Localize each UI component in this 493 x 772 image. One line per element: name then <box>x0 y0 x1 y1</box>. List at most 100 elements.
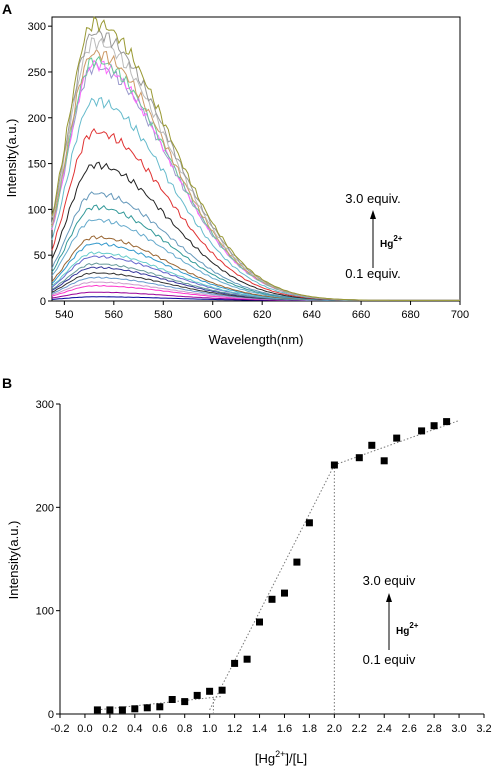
panel-b-data-point <box>355 454 363 462</box>
panel-a-spectrum-line <box>51 59 460 301</box>
panel-a-spectrum-line <box>51 16 460 301</box>
panel-b-x-tick-label: 2.4 <box>377 723 392 735</box>
panel-b-y-tick-label: 200 <box>36 502 54 514</box>
panel-b-annotation-bottom: 0.1 equiv <box>363 652 416 667</box>
panel-a-x-tick-label: 700 <box>451 309 469 321</box>
panel-a-y-ticks: 0 50 100 150 200 250 300 <box>28 21 52 308</box>
panel-a-x-tick-label: 600 <box>204 309 222 321</box>
panel-b-data-point <box>143 704 151 712</box>
panel-a-annotation-ion: Hg2+ <box>380 234 403 250</box>
panel-a-annotation-arrow-head <box>370 210 376 219</box>
panel-b-data-point <box>393 434 401 442</box>
panel-b-y-tick-label: 100 <box>36 606 54 618</box>
panel-a-y-tick-label: 0 <box>40 296 46 308</box>
panel-a-annotation-top: 3.0 equiv. <box>345 191 400 206</box>
panel-b-data-point <box>281 589 288 597</box>
panel-b-x-tick-label: 0.0 <box>77 723 92 735</box>
panel-a-spectrum-line <box>51 48 460 301</box>
panel-b-x-tick-label: 0.2 <box>102 723 117 735</box>
panel-a-y-tick-label: 50 <box>34 250 46 262</box>
panel-b-x-tick-label: -0.2 <box>51 723 70 735</box>
panel-b-data-point <box>181 698 189 706</box>
panel-a-x-tick-label: 620 <box>253 309 271 321</box>
panel-b-annotation-ion-charge: 2+ <box>409 621 418 630</box>
panel-b-annotation-ion: Hg2+ <box>396 621 419 637</box>
panel-b-data-point <box>93 706 101 714</box>
panel-a-y-axis-title: Intensity(a.u.) <box>4 119 19 198</box>
panel-b-fit-line <box>209 464 335 711</box>
panel-a: A 540 560 580 600 620 640 660 680 700 0 50 100 150 2… <box>2 1 469 347</box>
panel-b-annotation-top: 3.0 equiv <box>363 573 416 588</box>
panel-b-x-tick-label: 0.6 <box>152 723 167 735</box>
panel-a-label: A <box>2 1 12 17</box>
panel-b-x-tick-label: 3.0 <box>451 723 466 735</box>
panel-b-data-point <box>443 418 451 426</box>
panel-a-x-tick-label: 640 <box>302 309 320 321</box>
panel-b-x-tick-label: 1.0 <box>202 723 217 735</box>
panel-b-x-title-sup: 2+ <box>275 749 285 759</box>
panel-b-data-point <box>231 659 239 667</box>
panel-b-x-tick-label: 1.2 <box>227 723 242 735</box>
panel-b-x-tick-label: 0.4 <box>127 723 142 735</box>
panel-b-x-tick-label: 1.8 <box>302 723 317 735</box>
panel-a-y-tick-label: 200 <box>28 113 46 125</box>
panel-a-y-tick-label: 150 <box>28 159 46 171</box>
panel-b-data-point <box>193 691 201 699</box>
panel-a-spectrum-line <box>51 191 460 301</box>
panel-b-annotation-ion-symbol: Hg <box>396 626 409 637</box>
panel-b-x-ticks: -0.2 0.0 0.2 0.4 0.6 0.8 1.0 1.2 1.4 1.6 1.8 2.0 2.2… <box>51 714 492 735</box>
panel-b-data-point <box>305 519 313 527</box>
panel-b-y-ticks: 0 100 200 300 <box>36 399 60 721</box>
panel-b-data-points <box>93 418 451 714</box>
panel-b-x-tick-label: 3.2 <box>476 723 491 735</box>
panel-a-x-tick-label: 560 <box>105 309 123 321</box>
panel-b-data-point <box>218 686 226 694</box>
panel-a-y-tick-label: 100 <box>28 204 46 216</box>
panel-b-x-title-post: ]/[L] <box>285 751 307 766</box>
panel-b-data-point <box>106 706 114 714</box>
panel-b-data-point <box>330 461 338 469</box>
panel-b-x-tick-label: 2.8 <box>426 723 441 735</box>
panel-b-x-axis-title: [Hg2+]/[L] <box>255 749 307 766</box>
panel-b-label: B <box>2 375 12 391</box>
panel-b-data-point <box>368 441 376 449</box>
panel-b-data-point <box>430 422 438 430</box>
panel-b-data-point <box>243 655 251 663</box>
panel-a-plot-frame <box>51 16 461 302</box>
panel-b-guide-lines <box>97 420 460 714</box>
panel-b-annotation-arrow-head <box>386 593 392 602</box>
panel-a-x-ticks: 540 560 580 600 620 640 660 680 700 <box>55 301 469 321</box>
panel-a-y-tick-label: 250 <box>28 67 46 79</box>
panel-a-series-group <box>51 16 461 301</box>
panel-b-data-point <box>380 457 388 465</box>
panel-b-y-axis-title: Intensity(a.u.) <box>6 521 21 600</box>
panel-b-x-tick-label: 2.0 <box>327 723 342 735</box>
panel-b-y-tick-label: 0 <box>48 709 54 721</box>
panel-a-x-axis-title: Wavelength(nm) <box>209 332 304 347</box>
panel-a-x-tick-label: 580 <box>154 309 172 321</box>
panel-b-data-point <box>131 705 139 713</box>
panel-b-data-point <box>156 703 164 711</box>
panel-a-spectrum-line <box>51 55 460 301</box>
panel-b-x-tick-label: 2.2 <box>352 723 367 735</box>
panel-b-data-point <box>256 618 263 626</box>
panel-b-data-point <box>293 558 301 566</box>
panel-b-x-tick-label: 2.6 <box>402 723 417 735</box>
panel-a-x-tick-label: 680 <box>401 309 419 321</box>
panel-b-data-point <box>168 696 176 703</box>
panel-a-annotation-ion-charge: 2+ <box>393 234 402 243</box>
panel-b-data-point <box>118 706 126 714</box>
panel-b-x-tick-label: 1.4 <box>252 723 267 735</box>
panel-b-data-point <box>418 427 426 435</box>
panel-b: B -0.2 0.0 0.2 0.4 0.6 0.8 1.0 1.2 1.4 1.6 1.8 2.0 2… <box>2 375 492 766</box>
panel-a-annotation-bottom: 0.1 equiv. <box>345 266 400 281</box>
panel-a-annotation-ion-symbol: Hg <box>380 239 393 250</box>
panel-a-x-tick-label: 540 <box>55 309 73 321</box>
panel-b-data-point <box>206 687 214 695</box>
panel-a-y-tick-label: 300 <box>28 21 46 33</box>
panel-b-x-tick-label: 1.6 <box>277 723 292 735</box>
panel-b-x-title-pre: [Hg <box>255 751 275 766</box>
panel-b-fit-line <box>334 420 460 466</box>
